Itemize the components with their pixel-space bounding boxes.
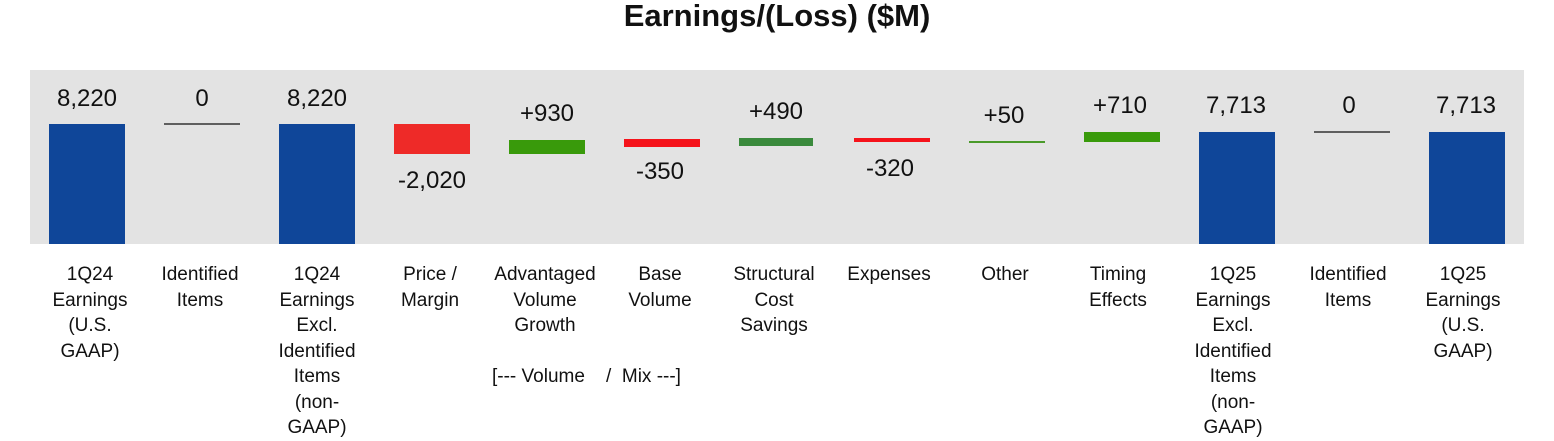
category-label: Structural Cost Savings — [733, 264, 815, 336]
category-label: 1Q25 Earnings (U.S. GAAP) — [1425, 264, 1501, 362]
bar-1q25-non-gaap — [1199, 132, 1275, 244]
category-label: Price / Margin — [400, 264, 460, 311]
bar-identified-items-1q24 — [164, 123, 240, 125]
bar-price-margin — [394, 124, 470, 154]
bar-advantaged-volume-growth — [509, 140, 585, 154]
value-label: 7,713 — [1205, 92, 1267, 119]
chart-title: Earnings/(Loss) ($M) — [623, 0, 931, 33]
volume-mix-annotation: [--- Volume / Mix ---] — [492, 366, 681, 387]
category-label: Base Volume — [628, 264, 692, 311]
category-label: Expenses — [847, 264, 931, 285]
category-label: Timing Effects — [1089, 264, 1147, 311]
category-label: Identified Items — [1309, 264, 1387, 311]
category-label: 1Q24 Earnings Excl. Identified Items (no… — [278, 264, 356, 438]
category-label: 1Q24 Earnings (U.S. GAAP) — [52, 264, 128, 362]
value-label: -320 — [865, 155, 915, 182]
value-label: 8,220 — [56, 85, 118, 112]
category-label: Identified Items — [161, 264, 239, 311]
value-label: +490 — [748, 98, 804, 125]
bar-other — [969, 141, 1045, 143]
category-label: Other — [981, 264, 1029, 285]
value-label: -350 — [635, 158, 685, 185]
category-label: 1Q25 Earnings Excl. Identified Items (no… — [1194, 264, 1272, 438]
category-label: Advantaged Volume Growth — [494, 264, 596, 336]
bar-1q24-non-gaap — [279, 124, 355, 244]
bar-expenses — [854, 138, 930, 142]
value-label: 0 — [1342, 92, 1356, 119]
value-label: +50 — [983, 102, 1025, 129]
bar-base-volume — [624, 139, 700, 147]
value-label: +710 — [1092, 92, 1148, 119]
bar-1q24-gaap — [49, 124, 125, 244]
bar-structural-cost-savings — [739, 138, 813, 146]
bar-identified-items-1q25 — [1314, 131, 1390, 133]
value-label: 8,220 — [286, 85, 348, 112]
bar-timing-effects — [1084, 132, 1160, 142]
value-label: -2,020 — [397, 167, 467, 194]
bar-1q25-gaap — [1429, 132, 1505, 244]
value-label: +930 — [519, 100, 575, 127]
value-label: 7,713 — [1435, 92, 1497, 119]
value-label: 0 — [195, 85, 209, 112]
